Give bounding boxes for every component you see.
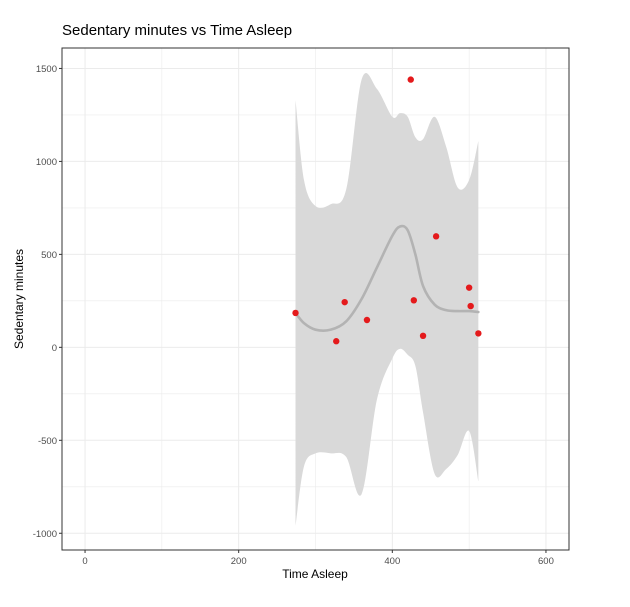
data-points xyxy=(292,76,482,345)
smooth-fit xyxy=(294,224,480,332)
data-point xyxy=(465,284,473,291)
data-point xyxy=(410,297,418,304)
data-point xyxy=(407,76,414,83)
y-axis-title: Sedentary minutes xyxy=(12,249,26,349)
confidence-band xyxy=(295,73,479,526)
plot-border xyxy=(61,47,570,551)
y-tick-label: 1000 xyxy=(36,157,57,168)
x-tick-label: 400 xyxy=(384,556,400,567)
y-tick-label: -500 xyxy=(38,436,57,447)
data-point xyxy=(419,332,427,340)
y-tick-label: 0 xyxy=(52,343,57,354)
chart-title: Sedentary minutes vs Time Asleep xyxy=(62,22,293,39)
axis-ticks: 0 200 400 600 -1000 -500 0 500 1000 1500 xyxy=(33,64,554,567)
y-tick-label: 500 xyxy=(41,250,57,261)
data-point xyxy=(467,302,474,310)
data-point xyxy=(363,316,371,324)
x-axis-title: Time Asleep xyxy=(282,567,348,581)
data-point xyxy=(432,233,440,240)
data-point xyxy=(333,338,340,345)
loess-line xyxy=(294,224,480,332)
data-point xyxy=(341,298,348,306)
confidence-ribbon xyxy=(295,73,479,526)
x-tick-label: 0 xyxy=(82,556,87,567)
y-tick-label: -1000 xyxy=(33,529,57,540)
x-tick-label: 600 xyxy=(538,556,554,567)
data-point xyxy=(475,330,482,337)
y-tick-label: 1500 xyxy=(36,64,57,75)
data-point xyxy=(292,309,299,317)
x-tick-label: 200 xyxy=(231,556,247,567)
